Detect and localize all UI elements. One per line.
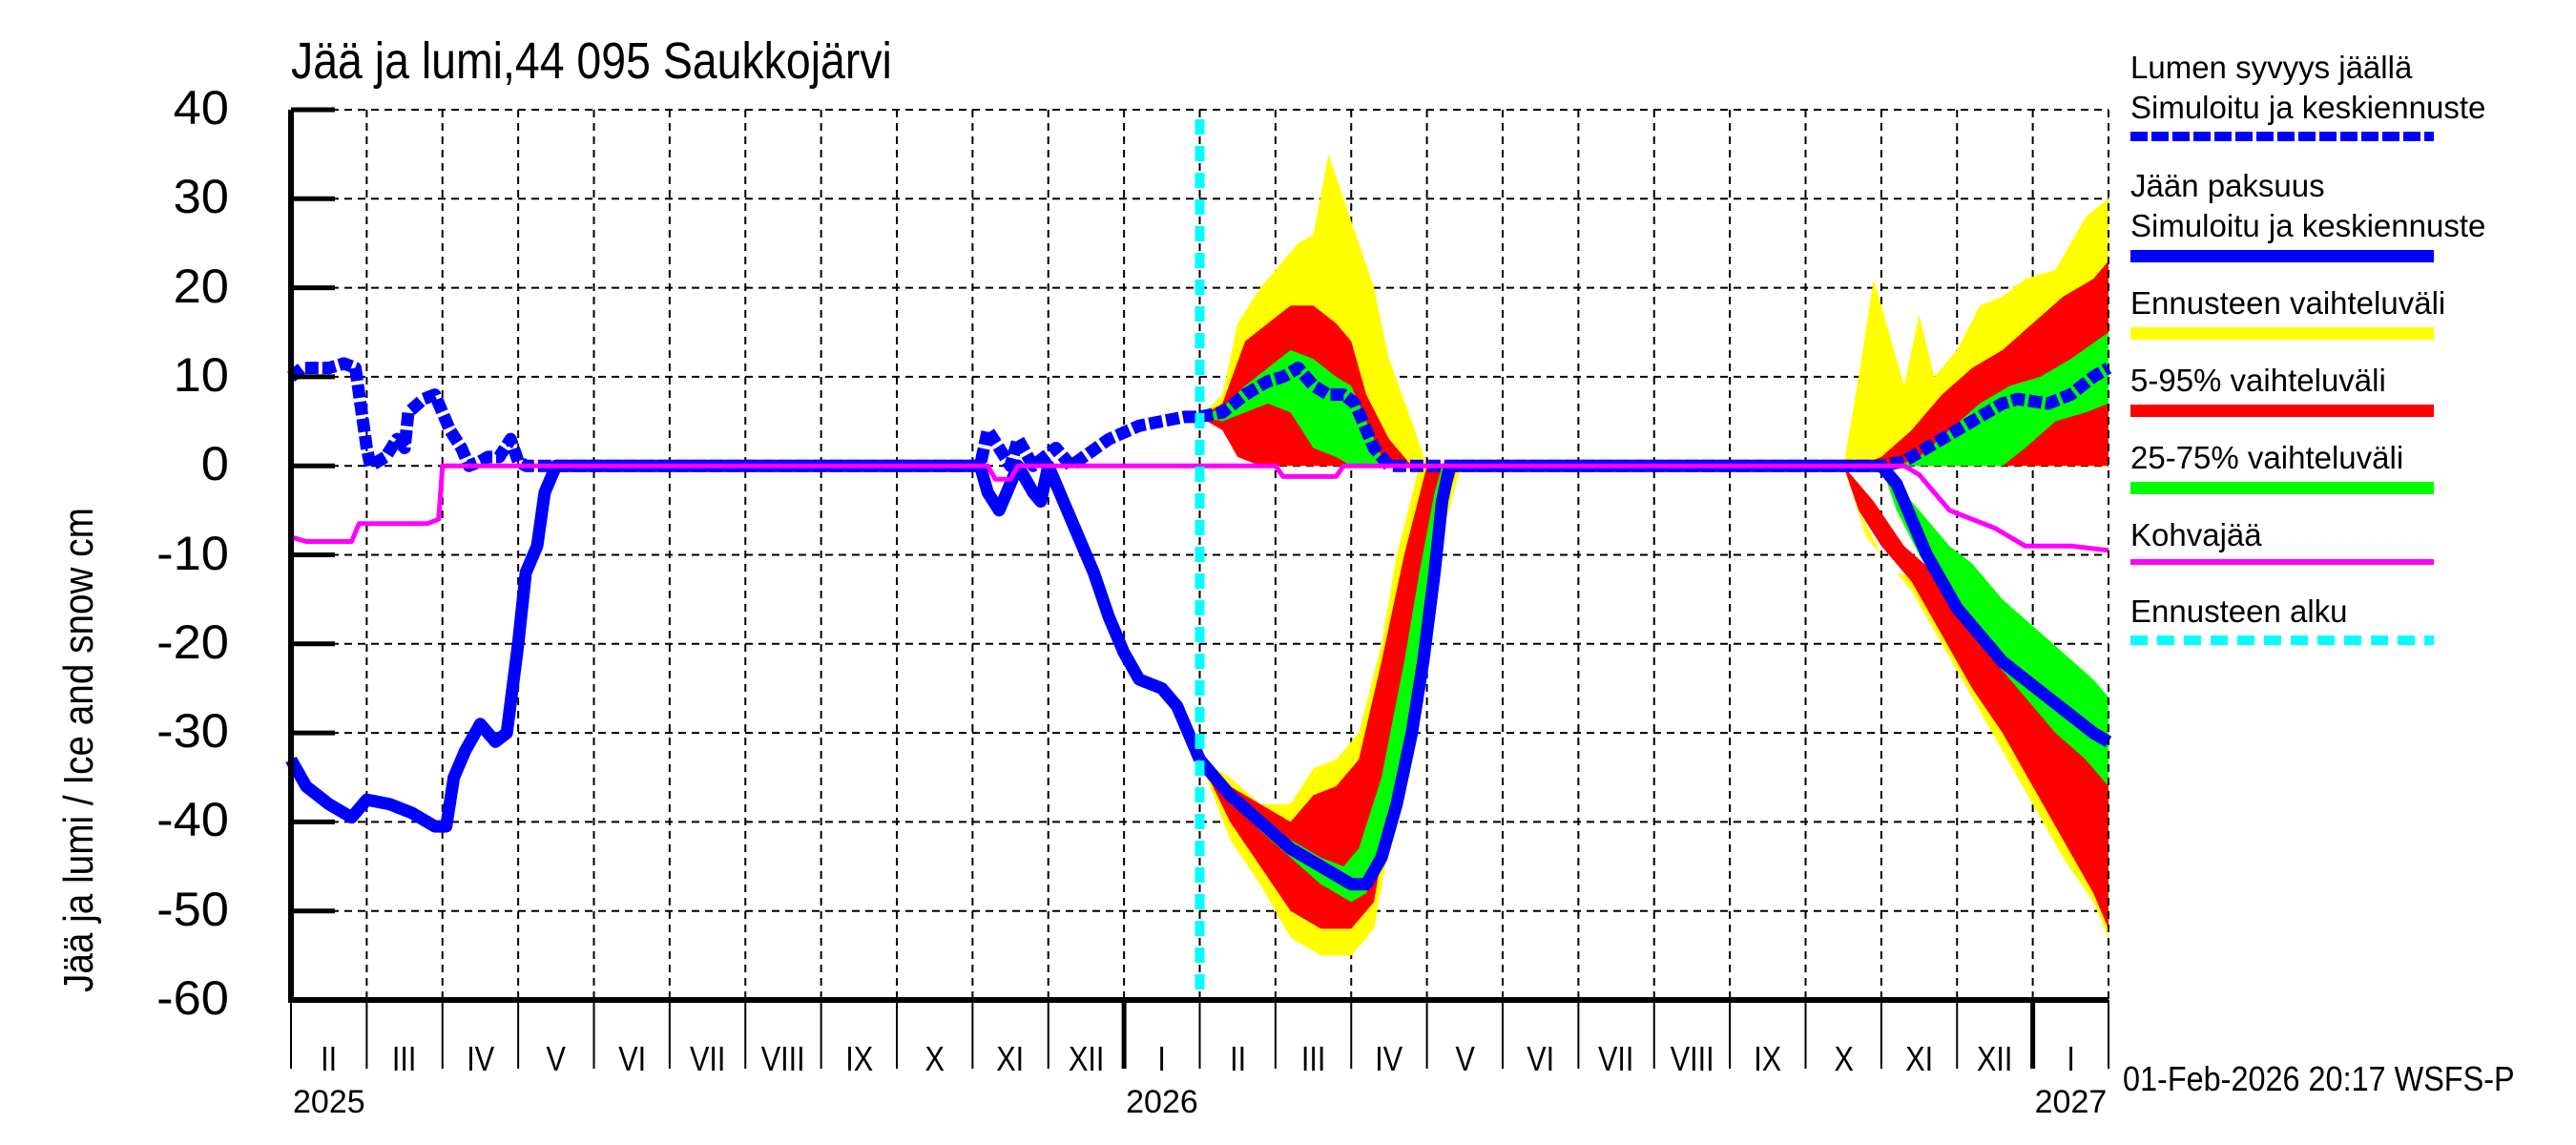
month-label: XII [1068,1039,1105,1078]
month-label: III [392,1039,417,1078]
legend-label: Ennusteen vaihteluväli [2130,285,2446,321]
legend-swatch-blue-icon [2130,250,2434,262]
legend-swatch-yellow-icon [2130,327,2434,340]
snow-depth-line [286,357,1200,472]
chart-title: Jää ja lumi,44 095 Saukkojärvi [291,32,892,90]
y-tick-label: 30 [173,170,229,224]
month-label: I [2067,1039,2075,1078]
month-label: IV [1375,1039,1403,1078]
month-label: I [1157,1039,1167,1078]
slush-ice-line [290,463,2109,553]
legend-label: Kohvajää [2130,517,2262,552]
month-label: X [924,1039,945,1078]
legend-swatch-dashed-cyan-icon [2130,635,2434,645]
year-label: 2026 [1126,1084,1198,1120]
month-label: VI [1527,1039,1555,1078]
y-tick-label: 20 [173,259,229,313]
legend: Lumen syvyys jäällä Simuloitu ja keskien… [2130,48,2569,645]
y-tick-label: -20 [156,614,229,669]
forecast-band [1199,332,2109,467]
y-tick-label: -40 [156,793,229,847]
month-label: IV [466,1039,494,1078]
month-label: XI [996,1039,1025,1078]
legend-item-slush-ice: Kohvajää [2130,515,2569,565]
legend-swatch-green-icon [2130,482,2434,494]
y-tick-label: -10 [156,526,229,580]
y-tick-label: 10 [173,347,229,402]
month-label: XI [1905,1039,1934,1078]
forecast-band [1199,154,2109,467]
y-tick-label: -30 [156,704,229,759]
y-tick-label: -60 [156,971,229,1025]
legend-item-25-75: 25-75% vaihteluväli [2130,438,2569,494]
legend-item-5-95: 5-95% vaihteluväli [2130,361,2569,417]
y-tick-label: -50 [156,882,229,936]
legend-swatch-magenta-icon [2130,559,2434,565]
legend-label: 25-75% vaihteluväli [2130,440,2404,475]
y-tick-label: 40 [173,81,229,135]
month-label: III [1300,1039,1326,1078]
legend-swatch-red-icon [2130,405,2434,417]
legend-item-snow: Lumen syvyys jäällä Simuloitu ja keskien… [2130,48,2569,141]
legend-item-forecast-start: Ennusteen alku [2130,592,2569,645]
legend-label: Simuloitu ja keskiennuste [2130,208,2486,243]
month-label: VIII [1670,1039,1714,1078]
month-label: VII [1598,1039,1634,1078]
axes [288,107,2109,1069]
month-label: V [546,1039,567,1078]
timestamp: 01-Feb-2026 20:17 WSFS-P [2123,1059,2515,1098]
y-tick-label: 0 [200,437,229,491]
legend-swatch-dashed-blue-icon [2130,132,2434,141]
legend-label: Jään paksuus [2130,168,2325,203]
legend-label: 5-95% vaihteluväli [2130,363,2386,398]
month-label: VI [617,1039,646,1078]
legend-item-ice: Jään paksuus Simuloitu ja keskiennuste [2130,166,2569,262]
month-label: IX [844,1039,873,1078]
legend-label: Simuloitu ja keskiennuste [2130,90,2486,125]
month-label: VII [689,1039,726,1078]
month-label: IX [1754,1039,1782,1078]
month-label: XII [1977,1039,2013,1078]
legend-label: Lumen syvyys jäällä [2130,50,2413,85]
legend-label: Ennusteen alku [2130,593,2348,629]
legend-item-range: Ennusteen vaihteluväli [2130,283,2569,340]
year-label: 2025 [293,1084,365,1120]
month-label: V [1455,1039,1475,1078]
month-label: II [1229,1039,1246,1078]
month-label: X [1833,1039,1854,1078]
month-label: VIII [760,1039,805,1078]
data-lines [285,119,2112,1000]
forecast-band [1199,466,2109,903]
year-label: 2027 [2034,1084,2108,1120]
ice-thickness-line [285,459,1206,833]
month-label: II [321,1039,338,1078]
